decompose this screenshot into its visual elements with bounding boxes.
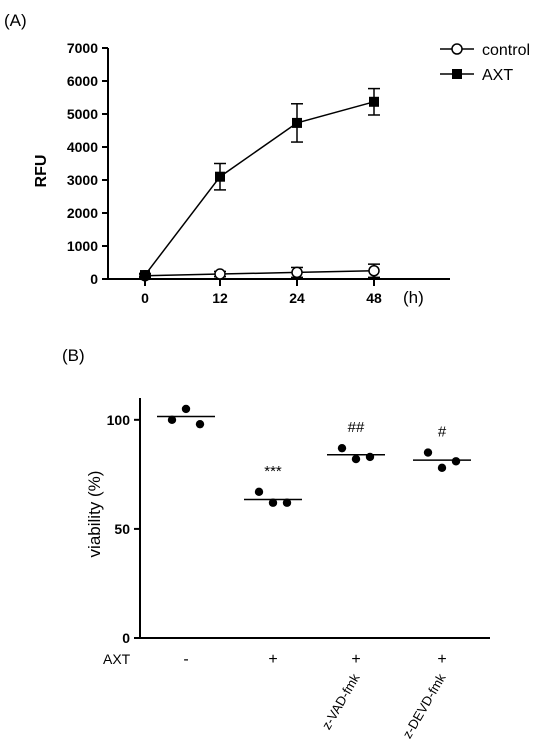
legend-axt-label: AXT	[482, 67, 513, 84]
group-data-point	[451, 457, 461, 466]
series-axt-point	[369, 96, 379, 107]
panel-a-y-tick-label: 1000	[67, 238, 98, 254]
group-data-point	[195, 419, 205, 429]
axt-sign: -	[183, 651, 188, 668]
group-data-point	[437, 463, 447, 473]
panel-b-axes	[139, 398, 490, 639]
panel-a-x-ticks: 0 12 24 48	[141, 279, 382, 306]
group-data-point	[167, 415, 177, 425]
significance-marker: #	[438, 424, 447, 441]
legend-control-marker	[451, 43, 463, 55]
group-data-point	[365, 452, 375, 462]
panel-a-x-tick-label: 48	[366, 290, 382, 306]
panel-b-y-tick-label: 0	[122, 630, 130, 646]
legend: control AXT	[440, 42, 530, 84]
treatment-label: z-DEVD-fmk	[399, 671, 448, 741]
group-2: *** +	[244, 463, 302, 668]
group-data-point	[351, 454, 361, 464]
legend-control-label: control	[482, 42, 530, 59]
panel-a-x-axis-unit: (h)	[403, 288, 424, 307]
panel-a-y-ticks: 0 1000 2000 3000 4000 5000 6000 7000	[67, 40, 108, 287]
panel-a-x-tick-label: 12	[212, 290, 228, 306]
group-3: ## + z-VAD-fmk	[319, 419, 385, 732]
series-axt-line	[144, 101, 375, 276]
panel-a-y-tick-label: 7000	[67, 40, 98, 56]
panel-a-series	[139, 87, 380, 282]
panel-a-y-axis-label: RFU	[33, 155, 50, 188]
panel-a: (A) 0 1000 2000 3000 4000 5000 6000 7000 0 12 24 4…	[4, 11, 530, 307]
series-axt-point	[292, 117, 302, 128]
panel-a-x-tick-label: 0	[141, 290, 149, 306]
panel-b: (B) 0 50 100 viability (%) - *** + ## + z-VAD-f…	[62, 346, 490, 741]
legend-axt-marker	[452, 69, 462, 79]
series-control-point	[368, 265, 380, 277]
significance-marker: ***	[264, 463, 282, 480]
group-data-point	[268, 498, 278, 507]
group-4: # + z-DEVD-fmk	[399, 424, 471, 741]
panel-a-label: (A)	[4, 11, 27, 30]
group-data-point	[423, 448, 433, 457]
series-control-line	[144, 270, 375, 277]
axt-row-label: AXT	[103, 651, 131, 667]
axt-sign: +	[268, 651, 277, 668]
significance-marker: ##	[348, 419, 365, 436]
panel-b-y-ticks: 0 50 100	[107, 412, 140, 646]
group-1: -	[157, 404, 215, 668]
panel-b-groups: - *** + ## + z-VAD-fmk # + z-DEVD-fmk	[157, 404, 471, 741]
panel-b-label: (B)	[62, 346, 85, 365]
series-axt-point	[215, 171, 225, 182]
treatment-label: z-VAD-fmk	[319, 671, 363, 733]
series-control-point	[214, 268, 226, 280]
panel-a-x-tick-label: 24	[289, 290, 305, 306]
group-data-point	[337, 443, 347, 453]
axt-sign: +	[351, 651, 360, 668]
panel-b-y-tick-label: 100	[107, 412, 131, 428]
group-data-point	[254, 487, 264, 497]
axt-sign: +	[437, 651, 446, 668]
panel-a-y-tick-label: 6000	[67, 73, 98, 89]
panel-a-y-tick-label: 3000	[67, 172, 98, 188]
series-axt-point	[140, 270, 150, 281]
panel-a-axes	[107, 48, 450, 280]
panel-b-y-axis-label: viability (%)	[85, 471, 104, 558]
panel-a-y-tick-label: 0	[90, 271, 98, 287]
panel-a-y-tick-label: 4000	[67, 139, 98, 155]
panel-b-y-tick-label: 50	[114, 521, 130, 537]
group-data-point	[181, 404, 191, 414]
group-data-point	[282, 498, 292, 507]
panel-a-y-tick-label: 2000	[67, 205, 98, 221]
series-control-point	[291, 266, 303, 279]
panel-a-y-tick-label: 5000	[67, 106, 98, 122]
